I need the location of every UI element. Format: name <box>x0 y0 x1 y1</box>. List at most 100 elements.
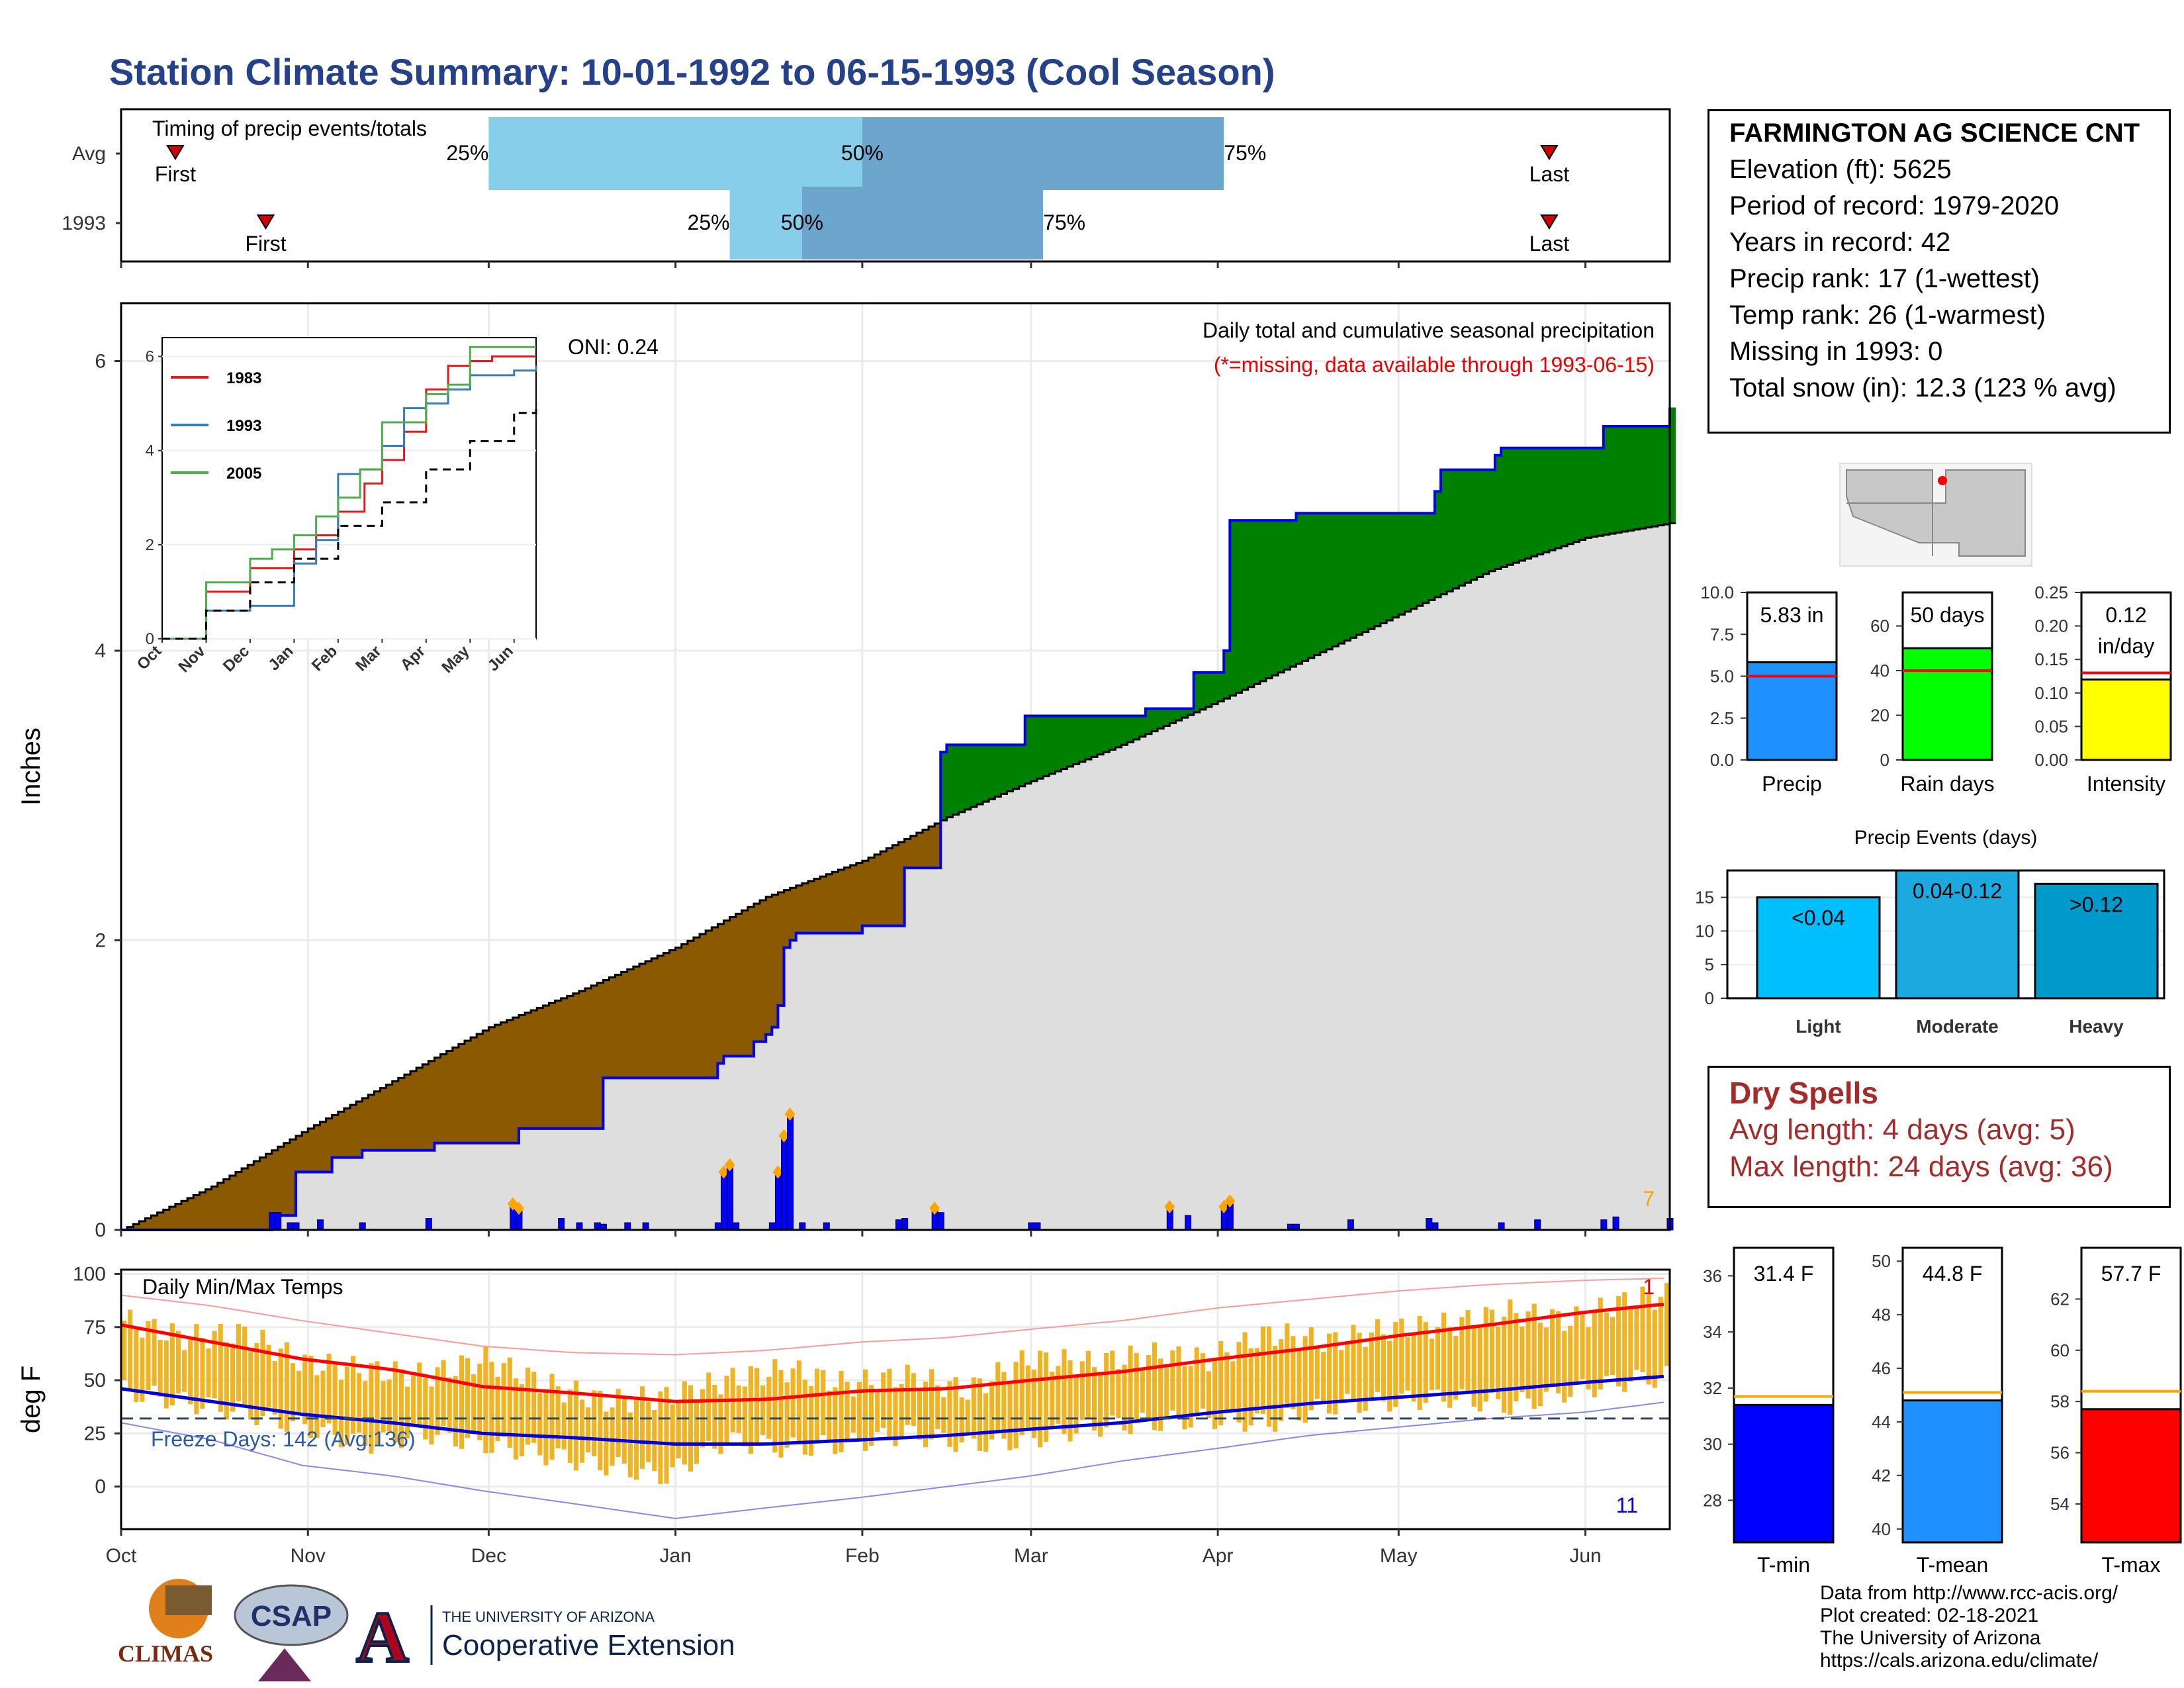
precip-events-chart: Precip Events (days) 0 5 10 15 <0.04 Light 0.04… <box>1695 827 2165 1037</box>
daily-temp-bar <box>1381 1334 1387 1402</box>
temp-y-tick-label: 50 <box>84 1370 106 1391</box>
daily-temp-bar <box>598 1390 603 1471</box>
temp-summary-y-tick-label: 34 <box>1703 1322 1722 1342</box>
daily-temp-bar <box>881 1372 886 1429</box>
station-info-panel: FARMINGTON AG SCIENCE CNT Elevation (ft)… <box>1707 109 2171 434</box>
daily-temp-bar <box>1308 1327 1314 1411</box>
month-tick-label: Jun <box>1569 1545 1601 1567</box>
daily-temp-bar <box>218 1324 223 1412</box>
events-category-label: Heavy <box>2069 1016 2124 1037</box>
summary-y-tick-label: 10.0 <box>1700 583 1734 602</box>
daily-precip-bar <box>1426 1218 1433 1231</box>
daily-temp-bar <box>718 1394 723 1454</box>
daily-temp-bar <box>369 1363 374 1454</box>
precip-panel: 0 2 4 6 Inches Daily total and cumulative s… <box>17 302 1676 1241</box>
daily-temp-bar <box>567 1389 572 1463</box>
timing-bar-50-75 <box>801 187 1044 259</box>
daily-precip-marker <box>513 1201 524 1215</box>
daily-temp-bar <box>1314 1346 1320 1399</box>
daily-temp-bar <box>1502 1317 1507 1413</box>
daily-temp-bar <box>1453 1336 1459 1400</box>
daily-temp-bar <box>1266 1326 1272 1427</box>
temp-summary-y-tick-label: 62 <box>2050 1289 2070 1309</box>
summary-y-tick-label: 0.25 <box>2034 583 2068 602</box>
avg-cumulative-line <box>121 522 1676 1231</box>
temp-summary-y-tick-label: 40 <box>1872 1519 1891 1539</box>
daily-temp-bar <box>754 1368 760 1446</box>
daily-temp-bar <box>1164 1368 1169 1419</box>
daily-temp-bar <box>1079 1361 1085 1420</box>
events-category-label: Light <box>1796 1016 1841 1037</box>
daily-temp-bar <box>790 1368 796 1438</box>
daily-temp-bar <box>272 1361 277 1415</box>
daily-temp-bar <box>266 1344 271 1408</box>
daily-temp-bar <box>1435 1327 1441 1390</box>
temp-summary-category-label: T-mean <box>1917 1553 1988 1577</box>
daily-temp-bar <box>1531 1303 1537 1409</box>
daily-temp-bar <box>404 1386 410 1438</box>
daily-temp-bar <box>827 1390 832 1443</box>
precip-y-tick-label: 0 <box>95 1219 106 1241</box>
daily-temp-bar <box>1664 1283 1669 1366</box>
daily-temp-bar <box>742 1386 747 1446</box>
daily-precip-bar <box>774 1172 782 1231</box>
daily-temp-bar <box>1520 1326 1525 1393</box>
daily-temp-bar <box>435 1367 440 1435</box>
events-title: Precip Events (days) <box>1854 827 2038 849</box>
daily-temp-bar <box>833 1387 838 1454</box>
timing-bar-25-50 <box>488 117 862 190</box>
daily-temp-bar <box>531 1372 537 1443</box>
daily-temp-bar <box>326 1353 332 1424</box>
daily-temp-bar <box>1200 1353 1205 1409</box>
station-snow: Total snow (in): 12.3 (123 % avg) <box>1729 373 2116 402</box>
daily-temp-bar <box>1471 1327 1477 1407</box>
temp-y-tick-label: 100 <box>73 1263 106 1285</box>
summary-category-label: Intensity <box>2087 772 2165 796</box>
daily-temp-bar <box>1273 1345 1278 1432</box>
daily-temp-bar <box>1610 1317 1615 1376</box>
credit-line: Plot created: 02-18-2021 <box>1820 1605 2039 1626</box>
summary-y-tick-label: 0.10 <box>2034 683 2068 703</box>
daily-temp-bar <box>128 1309 133 1389</box>
daily-temp-bar <box>760 1385 766 1436</box>
daily-temp-bar <box>441 1360 446 1427</box>
daily-temp-bar <box>1062 1349 1067 1434</box>
daily-temp-bar <box>983 1393 989 1452</box>
temp-bottom-right-label: 11 <box>1616 1493 1638 1517</box>
temp-summary-bars: 31.4 F T-min 28 30 32 34 36 44.8 F T-mean 40 42 44 4… <box>1703 1246 2182 1577</box>
month-tick-label: Mar <box>1014 1545 1048 1567</box>
station-years: Years in record: 42 <box>1729 228 1951 257</box>
ua-logo: A THE UNIVERSITY OF ARIZONA Cooperative … <box>355 1595 735 1679</box>
temp-summary-bar <box>2080 1408 2182 1544</box>
daily-temp-bar <box>483 1346 488 1454</box>
temp-summary-y-tick-label: 44 <box>1872 1412 1891 1432</box>
daily-temp-bar <box>260 1329 265 1417</box>
summary-value-label: 50 days <box>1910 603 1984 627</box>
daily-temp-bar <box>821 1370 826 1435</box>
daily-temp-bar <box>875 1391 880 1432</box>
daily-temp-bar <box>411 1376 416 1427</box>
events-bar-label: >0.12 <box>2070 892 2123 916</box>
daily-precip-marker <box>1224 1194 1236 1208</box>
daily-temp-bar <box>778 1370 784 1458</box>
month-tick-label: Jan <box>659 1545 691 1567</box>
daily-temp-bar <box>633 1399 639 1480</box>
timing-first-label: First <box>245 232 286 256</box>
temp-summary-bar <box>1901 1399 2003 1544</box>
daily-temp-bar <box>1025 1365 1030 1430</box>
daily-temp-bar <box>423 1378 428 1440</box>
daily-temp-bar <box>923 1382 929 1448</box>
daily-temp-bar <box>1091 1367 1097 1431</box>
events-category-label: Moderate <box>1916 1016 1998 1037</box>
precip-y-axis: 0 2 4 6 <box>95 351 121 1241</box>
location-map <box>1839 463 2032 567</box>
daily-precip-marker <box>929 1201 940 1215</box>
daily-temp-bar <box>995 1362 1001 1432</box>
daily-temp-bar <box>664 1387 669 1484</box>
temp-summary-y-tick-label: 56 <box>2050 1443 2070 1463</box>
daily-temp-bar <box>1302 1336 1308 1423</box>
timing-first-marker <box>166 145 185 160</box>
timing-p50-label: 50% <box>781 211 823 234</box>
daily-temp-bar <box>194 1324 199 1415</box>
